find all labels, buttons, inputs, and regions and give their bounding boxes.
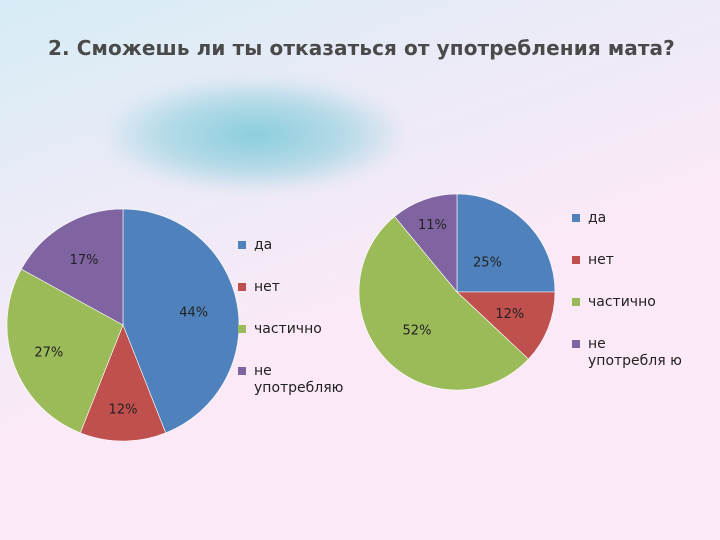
legend-swatch (238, 367, 246, 375)
pie2-data-label: 52% (403, 324, 432, 339)
legend-2-item-da: да (572, 210, 682, 227)
legend-label: да (254, 237, 273, 253)
background-glow (110, 80, 400, 190)
pie2-data-label: 11% (418, 218, 447, 233)
legend-swatch (238, 325, 246, 333)
legend-swatch (572, 256, 580, 264)
legend-swatch (572, 340, 580, 348)
pie1-data-label: 17% (70, 253, 99, 268)
legend-swatch (572, 298, 580, 306)
pie2-data-label: 12% (495, 307, 524, 322)
pie-chart-2: 25% 12% 52% 11% (358, 193, 556, 391)
pie1-data-label: 27% (34, 346, 63, 361)
legend-label: частично (588, 294, 656, 310)
legend-label: нет (254, 279, 280, 295)
legend-1: да нет частично не употребляю (238, 237, 368, 397)
legend-2-item-net: нет (572, 252, 682, 269)
pie1-slice-ne-upotreblyayu (20, 208, 124, 326)
legend-label: частично (254, 321, 322, 337)
pie2-slice-net (456, 291, 556, 360)
pie1-slice-net (79, 324, 167, 442)
pie2-data-label: 25% (473, 256, 502, 271)
pie1-data-label: 44% (179, 306, 208, 321)
pie-chart-1: 44% 12% 27% 17% (6, 208, 240, 442)
legend-1-item-net: нет (238, 279, 368, 296)
legend-2-item-chastichno: частично (572, 294, 682, 311)
legend-label: не употребляю (254, 363, 344, 396)
pie2-slice-ne-upotreblyayu (394, 193, 458, 293)
legend-2-item-ne: не употребля ю (572, 336, 684, 370)
legend-swatch (572, 214, 580, 222)
pie2-slice-da (456, 193, 556, 293)
pie1-data-label: 12% (109, 403, 138, 418)
legend-1-item-da: да (238, 237, 368, 254)
slide-title: 2. Сможешь ли ты отказаться от употребле… (48, 36, 675, 60)
pie1-slice-chastichno (6, 268, 124, 434)
legend-1-item-ne: не употребляю (238, 363, 364, 397)
legend-swatch (238, 283, 246, 291)
legend-2: да нет частично не употребля ю (572, 210, 682, 370)
legend-1-item-chastichno: частично (238, 321, 368, 338)
legend-label: да (588, 210, 607, 226)
legend-label: нет (588, 252, 614, 268)
pie2-slice-chastichno (358, 216, 529, 391)
pie1-slice-da (122, 208, 240, 434)
legend-label: не употребля ю (588, 336, 682, 369)
legend-swatch (238, 241, 246, 249)
